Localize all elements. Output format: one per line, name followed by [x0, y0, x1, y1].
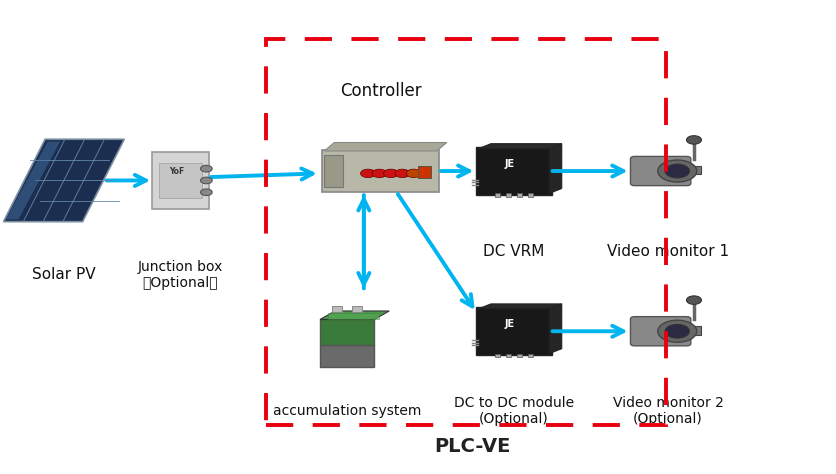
Circle shape [658, 160, 696, 182]
Text: JE: JE [505, 159, 515, 169]
Bar [517, 354, 522, 357]
Circle shape [384, 169, 399, 178]
FancyBboxPatch shape [630, 317, 691, 346]
Circle shape [360, 169, 375, 178]
Polygon shape [320, 311, 390, 319]
Circle shape [686, 136, 701, 144]
Bar [528, 193, 533, 197]
Bar [506, 193, 511, 197]
FancyBboxPatch shape [476, 308, 552, 355]
Polygon shape [324, 143, 446, 151]
Polygon shape [3, 139, 125, 222]
Circle shape [658, 320, 696, 342]
FancyBboxPatch shape [322, 150, 439, 192]
Polygon shape [549, 304, 562, 354]
FancyBboxPatch shape [159, 163, 202, 198]
Text: Video monitor 1: Video monitor 1 [607, 244, 729, 259]
Circle shape [372, 169, 387, 178]
Polygon shape [478, 144, 562, 149]
Text: Junction box
（Optional）: Junction box （Optional） [138, 260, 223, 290]
Bar [528, 354, 533, 357]
Circle shape [406, 169, 421, 178]
Text: JE: JE [505, 319, 515, 329]
FancyBboxPatch shape [418, 166, 431, 178]
Text: DC VRM: DC VRM [483, 244, 544, 259]
FancyBboxPatch shape [328, 313, 380, 319]
Text: Controller: Controller [339, 82, 421, 100]
Text: PLC-VE: PLC-VE [434, 437, 510, 456]
FancyBboxPatch shape [476, 147, 552, 195]
FancyBboxPatch shape [686, 326, 701, 335]
Text: Solar PV: Solar PV [32, 267, 95, 282]
FancyBboxPatch shape [320, 319, 375, 346]
Bar [517, 193, 522, 197]
Bar [495, 193, 500, 197]
Bar [352, 306, 362, 312]
Bar [267, 39, 666, 426]
Circle shape [665, 164, 690, 178]
Circle shape [201, 177, 212, 184]
Polygon shape [6, 142, 60, 219]
Text: accumulation system: accumulation system [273, 404, 421, 419]
Text: DC to DC module
(Optional): DC to DC module (Optional) [454, 396, 573, 427]
FancyBboxPatch shape [320, 346, 375, 366]
FancyBboxPatch shape [324, 155, 343, 187]
Circle shape [686, 296, 701, 304]
FancyBboxPatch shape [152, 152, 209, 209]
Polygon shape [478, 304, 562, 309]
Circle shape [395, 169, 410, 178]
FancyBboxPatch shape [686, 166, 701, 174]
Bar [332, 306, 342, 312]
Polygon shape [549, 144, 562, 193]
Bar [506, 354, 511, 357]
Text: Video monitor 2
(Optional): Video monitor 2 (Optional) [613, 396, 723, 427]
Circle shape [665, 324, 690, 338]
Circle shape [201, 165, 212, 172]
FancyBboxPatch shape [630, 156, 691, 186]
Text: YoF: YoF [169, 166, 184, 175]
Bar [495, 354, 500, 357]
Circle shape [201, 189, 212, 196]
